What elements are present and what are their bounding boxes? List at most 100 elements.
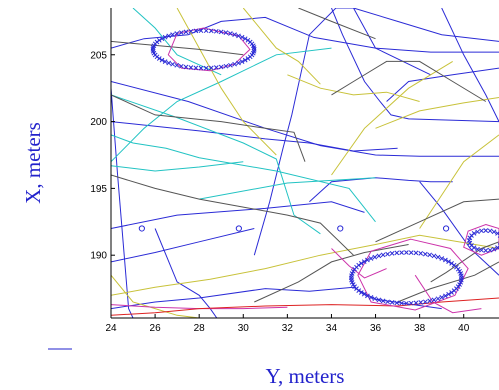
series-line-5 <box>111 121 398 152</box>
x-marker <box>399 250 404 255</box>
circle-marker-2 <box>337 225 344 232</box>
series-line-11 <box>419 181 499 276</box>
x-marker <box>178 63 184 69</box>
series-line-12 <box>111 286 442 310</box>
x-marker <box>427 252 433 258</box>
series-line-31 <box>331 60 487 102</box>
x-marker <box>372 254 378 260</box>
series-line-4 <box>111 16 499 53</box>
x-marker <box>483 248 489 253</box>
x-marker <box>439 295 445 300</box>
x-marker <box>162 59 168 64</box>
x-marker <box>479 247 484 253</box>
x-marker <box>479 228 484 234</box>
series-line-0 <box>111 88 134 318</box>
x-marker <box>356 262 362 268</box>
x-marker <box>431 297 437 303</box>
x-axis-label: Y, meters <box>266 364 345 388</box>
x-marker <box>435 296 441 302</box>
x-marker <box>491 229 497 235</box>
x-marker <box>361 259 367 264</box>
x-marker <box>242 57 248 63</box>
x-marker <box>223 63 229 69</box>
x-marker <box>166 60 172 66</box>
x-marker <box>208 28 214 34</box>
y-axis-label: X, meters <box>21 122 45 204</box>
x-marker <box>174 31 180 36</box>
x-marker <box>389 300 395 305</box>
x-marker <box>159 36 165 42</box>
x-marker <box>431 253 437 259</box>
series-line-14 <box>309 177 453 203</box>
x-marker <box>399 300 404 306</box>
x-marker <box>487 247 493 253</box>
x-marker <box>487 228 493 234</box>
x-marker <box>183 29 189 35</box>
x-marker <box>439 256 445 261</box>
x-marker <box>213 28 219 34</box>
series-line-37 <box>430 241 499 283</box>
x-marker <box>208 65 214 71</box>
x-marker <box>236 33 241 39</box>
x-marker <box>188 28 194 34</box>
x-tick-label-7: 38 <box>414 323 426 334</box>
x-marker <box>203 28 209 34</box>
y-tick-label-2: 200 <box>90 117 107 128</box>
series-line-9 <box>353 8 499 42</box>
series-line-32 <box>375 198 499 243</box>
x-marker <box>245 56 251 61</box>
data-layer <box>111 8 499 318</box>
x-tick-label-6: 36 <box>370 323 382 334</box>
x-marker <box>385 251 390 257</box>
x-marker <box>422 251 428 257</box>
x-marker <box>413 300 419 306</box>
x-marker <box>380 252 386 258</box>
x-marker <box>443 257 448 263</box>
x-marker <box>213 65 219 70</box>
x-marker <box>446 291 451 297</box>
axes: 24 26 28 30 32 34 36 38 40 190 195 200 205 <box>90 8 499 334</box>
x-marker <box>358 261 364 266</box>
x-marker <box>188 65 194 70</box>
series-line-2 <box>111 201 365 229</box>
x-marker <box>178 30 184 35</box>
x-marker <box>170 61 175 67</box>
series-line-3 <box>111 228 255 263</box>
x-marker <box>449 290 454 295</box>
x-marker <box>198 65 204 71</box>
x-tick-label-1: 26 <box>150 323 162 334</box>
series-line-20 <box>111 161 244 172</box>
x-marker <box>203 65 209 71</box>
x-marker <box>193 28 199 34</box>
series-line-29 <box>111 174 354 256</box>
series-line-23 <box>242 8 321 85</box>
x-marker <box>376 297 382 303</box>
x-marker <box>232 32 237 37</box>
x-marker <box>162 34 168 40</box>
series-line-36 <box>111 40 244 56</box>
x-marker-ring-0 <box>150 28 257 71</box>
x-marker <box>394 300 400 306</box>
x-marker <box>443 293 448 299</box>
series-line-22 <box>176 8 277 156</box>
series-line-26 <box>419 134 499 229</box>
series-line-10 <box>386 67 499 102</box>
x-marker <box>418 251 424 256</box>
series-line-24 <box>287 74 420 102</box>
x-tick-label-5: 34 <box>326 323 338 334</box>
x-marker <box>170 32 175 37</box>
x-marker <box>193 65 199 71</box>
series-line-19 <box>199 177 376 200</box>
x-marker <box>166 33 172 39</box>
series-line-33 <box>397 261 499 303</box>
x-marker <box>218 64 224 70</box>
x-tick-label-0: 24 <box>105 323 117 334</box>
series-line-30 <box>254 244 409 303</box>
x-marker <box>435 254 441 260</box>
x-marker <box>491 246 497 252</box>
x-marker <box>159 57 165 63</box>
y-tick-label-3: 205 <box>90 50 107 61</box>
x-marker <box>389 251 395 256</box>
x-marker <box>418 300 424 305</box>
